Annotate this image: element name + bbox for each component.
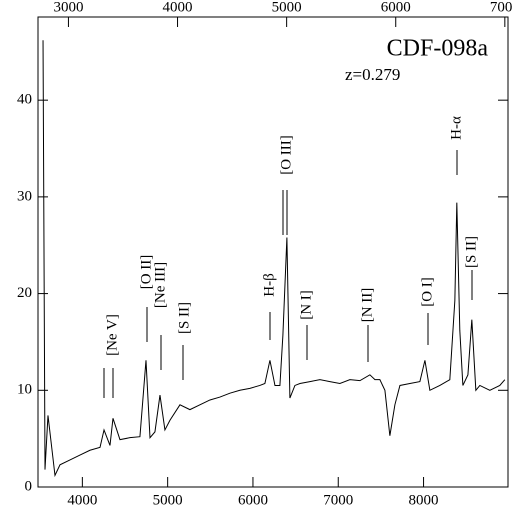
line-label: [S II] <box>463 236 479 268</box>
line-label: [Ne V] <box>104 314 120 356</box>
line-label: [O I] <box>419 277 435 307</box>
x2-tick-label: 6000 <box>381 0 411 15</box>
x-tick-label: 6000 <box>238 492 268 508</box>
x-tick-label: 8000 <box>409 492 439 508</box>
line-label: H-α <box>448 116 464 140</box>
spectrum-line <box>42 40 506 478</box>
annotation-lines <box>103 150 473 398</box>
chart-subtitle: z=0.279 <box>345 65 400 84</box>
x-tick-label: 4000 <box>67 492 97 508</box>
y-tick-label: 20 <box>17 285 32 301</box>
line-label: [Ne III] <box>152 262 168 308</box>
x2-tick-label: 7000 <box>490 0 512 15</box>
plot-frame <box>37 16 509 488</box>
y-tick-label: 0 <box>25 478 33 494</box>
x-tick-label: 5000 <box>153 492 183 508</box>
line-label: [N II] <box>359 288 375 323</box>
line-label: [O II] <box>138 255 154 290</box>
x2-tick-label: 4000 <box>163 0 193 15</box>
y-tick-label: 30 <box>17 188 32 204</box>
line-label: [N I] <box>298 290 314 320</box>
line-label: H-β <box>261 273 277 296</box>
x2-tick-label: 3000 <box>53 0 83 15</box>
x-tick-label: 7000 <box>323 492 353 508</box>
chart-title: CDF-098a <box>387 36 489 62</box>
x2-tick-label: 5000 <box>272 0 302 15</box>
line-label: [S II] <box>176 302 192 334</box>
y-tick-label: 10 <box>17 382 32 398</box>
line-label: [O III] <box>278 135 294 175</box>
y-tick-label: 40 <box>17 92 32 108</box>
